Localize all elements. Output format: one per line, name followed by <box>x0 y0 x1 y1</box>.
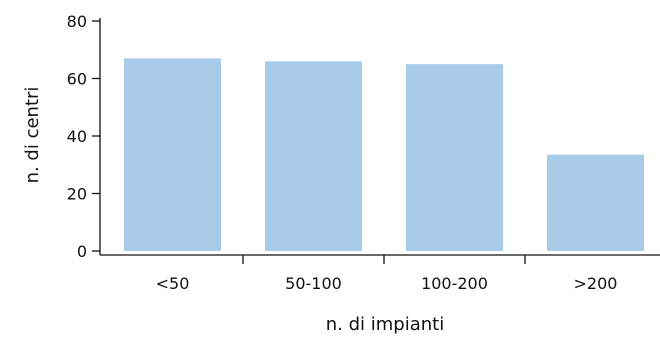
y-tick-label-1: 20 <box>67 185 87 204</box>
x-tick-label-1: 50-100 <box>285 274 342 293</box>
x-tick-label-2: 100-200 <box>421 274 488 293</box>
bar-2 <box>406 64 503 251</box>
y-ticks-group: 0 20 40 60 80 <box>67 12 100 261</box>
x-tick-label-0: <50 <box>156 274 190 293</box>
x-tick-label-3: >200 <box>574 274 618 293</box>
y-tick-label-0: 0 <box>77 242 87 261</box>
y-tick-label-2: 40 <box>67 127 87 146</box>
bars-group <box>124 58 644 252</box>
bar-0 <box>124 58 221 252</box>
y-axis-label: n. di centri <box>22 87 43 184</box>
x-ticks-group: <50 50-100 100-200 >200 <box>156 255 618 293</box>
y-tick-label-4: 80 <box>67 12 87 31</box>
x-axis-label: n. di impianti <box>326 314 444 335</box>
bar-1 <box>265 61 362 252</box>
bar-3 <box>547 154 644 251</box>
y-tick-label-3: 60 <box>67 70 87 89</box>
